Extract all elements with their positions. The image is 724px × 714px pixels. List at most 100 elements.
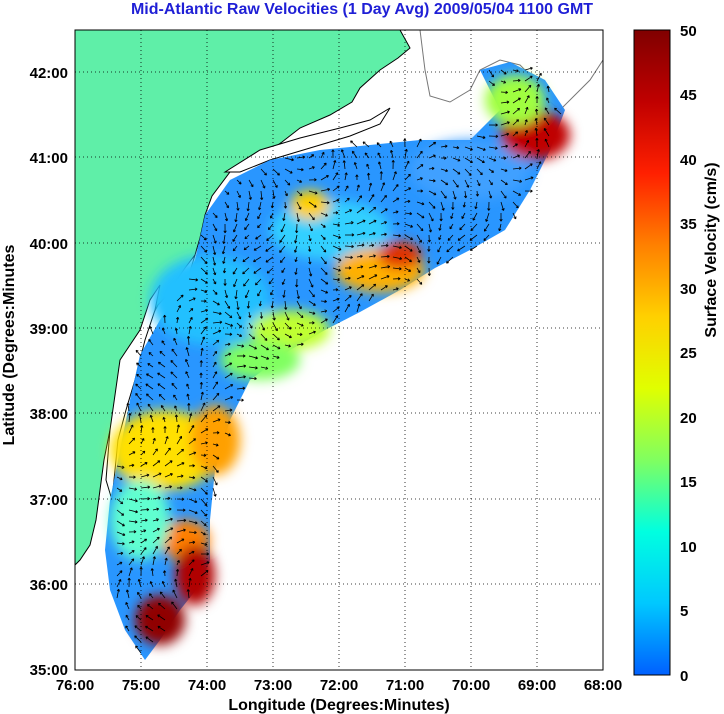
- velocity-arrow: [157, 625, 166, 632]
- velocity-arrow: [212, 223, 218, 232]
- velocity-arrow: [342, 160, 346, 170]
- velocity-arrow: [368, 254, 376, 258]
- velocity-arrow: [512, 97, 521, 104]
- velocity-arrow: [185, 371, 190, 379]
- velocity-arrow: [296, 201, 302, 210]
- velocity-arrow: [368, 293, 374, 302]
- velocity-arrow: [243, 278, 250, 287]
- map-title: Mid-Atlantic Raw Velocities (1 Day Avg) …: [130, 1, 594, 18]
- velocity-arrow: [356, 231, 366, 236]
- velocity-arrow: [308, 278, 314, 288]
- velocity-arrow: [135, 349, 142, 357]
- velocity-arrow: [308, 212, 315, 221]
- velocity-arrow: [447, 234, 454, 241]
- velocity-arrow: [524, 95, 530, 104]
- velocity-arrow: [488, 123, 498, 127]
- velocity-arrow: [308, 300, 316, 306]
- velocity-arrow: [116, 465, 125, 469]
- velocity-arrow: [546, 85, 550, 93]
- velocity-arrow: [200, 299, 207, 303]
- velocity-arrow: [255, 278, 262, 286]
- velocity-arrow: [116, 509, 125, 516]
- velocity-arrow: [186, 393, 190, 401]
- velocity-arrow: [140, 556, 145, 566]
- velocity-arrow: [404, 267, 412, 272]
- velocity-arrow: [284, 168, 293, 174]
- velocity-arrow: [308, 190, 318, 195]
- velocity-arrow: [212, 476, 218, 486]
- velocity-arrow: [174, 327, 178, 335]
- velocity-arrow: [174, 578, 178, 588]
- y-tick-label: 37:00: [30, 492, 68, 509]
- velocity-arrow: [188, 568, 194, 577]
- velocity-arrow: [320, 267, 328, 275]
- velocity-arrow: [164, 436, 169, 445]
- velocity-arrow: [222, 267, 227, 274]
- velocity-arrow: [200, 289, 208, 293]
- velocity-arrow: [212, 320, 223, 324]
- velocity-arrow: [236, 333, 243, 337]
- velocity-arrow: [157, 361, 166, 368]
- velocity-arrow: [296, 289, 300, 299]
- velocity-arrow: [116, 487, 123, 492]
- velocity-arrow: [246, 201, 250, 212]
- velocity-arrow: [258, 300, 262, 307]
- velocity-arrow: [446, 256, 454, 264]
- colorbar-tick-label: 0: [680, 668, 688, 685]
- velocity-arrow: [320, 187, 331, 192]
- velocity-arrow: [188, 577, 192, 588]
- velocity-arrow: [176, 294, 184, 302]
- velocity-arrow: [140, 485, 151, 489]
- velocity-arrow: [157, 383, 166, 390]
- velocity-arrow: [236, 398, 244, 402]
- velocity-arrow: [544, 138, 550, 148]
- velocity-arrow: [356, 284, 365, 291]
- velocity-arrow: [212, 267, 217, 276]
- velocity-arrow: [212, 443, 219, 447]
- velocity-arrow: [140, 450, 146, 456]
- velocity-arrow: [134, 635, 142, 643]
- velocity-arrow: [128, 540, 135, 544]
- velocity-arrow: [355, 174, 359, 181]
- velocity-arrow: [188, 425, 195, 434]
- velocity-arrow: [134, 625, 142, 632]
- velocity-arrow: [212, 311, 222, 316]
- velocity-arrow: [284, 333, 292, 339]
- velocity-arrow: [554, 107, 562, 115]
- velocity-arrow: [356, 303, 361, 313]
- velocity-arrow: [320, 289, 329, 294]
- velocity-arrow: [224, 311, 233, 319]
- velocity-arrow: [200, 234, 207, 241]
- velocity-arrow: [176, 462, 185, 467]
- y-tick-label: 35:00: [30, 662, 68, 679]
- x-tick-label: 75:00: [122, 677, 160, 694]
- velocity-arrow: [257, 212, 262, 220]
- velocity-arrow: [428, 141, 437, 148]
- velocity-arrow: [221, 245, 226, 255]
- velocity-arrow: [500, 179, 508, 186]
- velocity-arrow: [188, 308, 194, 313]
- velocity-arrow: [269, 212, 274, 219]
- velocity-arrow: [212, 256, 217, 266]
- velocity-arrow: [356, 275, 365, 280]
- velocity-arrow: [331, 149, 335, 159]
- velocity-arrow: [544, 107, 550, 115]
- velocity-arrow: [232, 223, 238, 233]
- velocity-arrow: [128, 530, 137, 534]
- velocity-arrow: [295, 223, 299, 234]
- velocity-arrow: [344, 266, 352, 270]
- velocity-arrow: [332, 278, 340, 282]
- velocity-arrow: [272, 168, 280, 176]
- velocity-arrow: [161, 340, 166, 346]
- velocity-arrow: [320, 201, 330, 205]
- velocity-arrow: [200, 391, 204, 401]
- velocity-arrow: [512, 154, 520, 159]
- velocity-arrow: [145, 636, 154, 643]
- velocity-arrow: [296, 167, 304, 172]
- velocity-arrow: [164, 557, 168, 566]
- velocity-arrow: [380, 285, 388, 291]
- velocity-arrow: [344, 276, 351, 280]
- velocity-arrow: [500, 168, 508, 172]
- velocity-arrow: [320, 234, 326, 240]
- velocity-arrow: [332, 198, 340, 203]
